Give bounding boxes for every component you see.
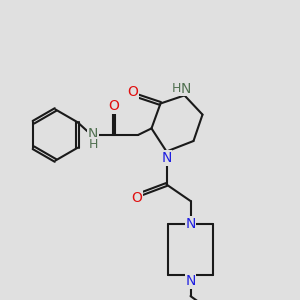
Text: O: O [109, 100, 119, 113]
Text: N: N [161, 151, 172, 165]
Text: N: N [185, 217, 196, 231]
Text: O: O [127, 85, 138, 98]
Text: H: H [88, 138, 98, 151]
Text: N: N [88, 127, 98, 140]
Text: H: H [171, 82, 181, 95]
Text: N: N [185, 274, 196, 288]
Text: O: O [131, 191, 142, 205]
Text: N: N [181, 82, 191, 96]
